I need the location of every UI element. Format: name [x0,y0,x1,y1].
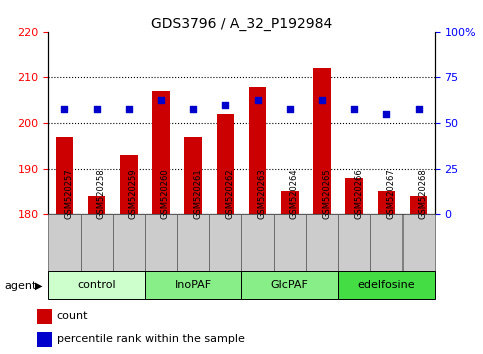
Bar [410,196,427,214]
Point [350,107,358,112]
Text: GSM520262: GSM520262 [226,168,234,219]
Bar [152,91,170,214]
Bar [242,271,338,299]
Bar [37,332,53,347]
Point [383,111,390,117]
Point [60,107,68,112]
Text: percentile rank within the sample: percentile rank within the sample [57,335,244,344]
Point [254,97,261,103]
Bar [313,68,331,214]
Text: count: count [57,312,88,321]
Bar [185,137,202,214]
Bar [402,214,435,271]
Bar [88,196,105,214]
Text: GSM520263: GSM520263 [257,168,267,219]
Text: GSM520264: GSM520264 [290,168,299,219]
Bar [281,192,298,214]
Bar [274,214,306,271]
Bar [216,114,234,214]
Bar [145,214,177,271]
Bar [145,271,242,299]
Text: agent: agent [5,281,37,291]
Text: ▶: ▶ [35,281,43,291]
Title: GDS3796 / A_32_P192984: GDS3796 / A_32_P192984 [151,17,332,31]
Bar [242,214,274,271]
Point [415,107,423,112]
Point [318,97,326,103]
Bar [113,214,145,271]
Point [222,102,229,108]
Point [286,107,294,112]
Bar [306,214,338,271]
Bar [177,214,209,271]
Point [125,107,133,112]
Bar [249,86,267,214]
Point [189,107,197,112]
Point [157,97,165,103]
Bar [120,155,138,214]
Bar [209,214,242,271]
Text: GSM520268: GSM520268 [419,168,427,219]
Bar [37,309,53,324]
Text: InoPAF: InoPAF [175,280,212,290]
Bar [378,192,395,214]
Bar [48,271,145,299]
Bar [48,214,81,271]
Text: control: control [77,280,116,290]
Text: GSM520258: GSM520258 [97,168,106,219]
Text: GSM520267: GSM520267 [386,168,396,219]
Text: GSM520259: GSM520259 [129,168,138,219]
Text: edelfosine: edelfosine [357,280,415,290]
Text: GlcPAF: GlcPAF [271,280,309,290]
Bar [81,214,113,271]
Bar [338,214,370,271]
Bar [345,178,363,214]
Bar [56,137,73,214]
Text: GSM520257: GSM520257 [64,168,73,219]
Bar [338,271,435,299]
Text: GSM520265: GSM520265 [322,168,331,219]
Point [93,107,100,112]
Text: GSM520261: GSM520261 [193,168,202,219]
Text: GSM520260: GSM520260 [161,168,170,219]
Text: GSM520266: GSM520266 [354,168,363,219]
Bar [370,214,402,271]
